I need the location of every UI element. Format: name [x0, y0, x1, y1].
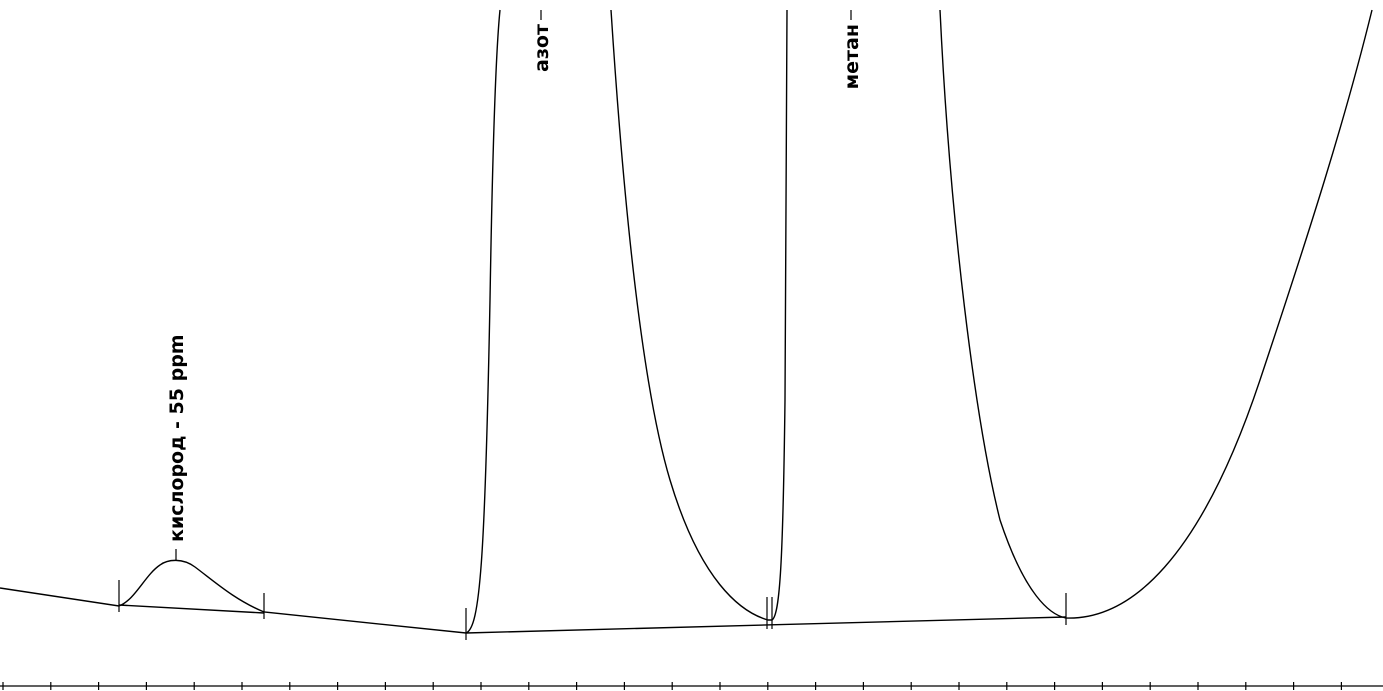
peak-label-oxygen: кислород - 55 ppm — [166, 334, 188, 542]
signal-trace — [0, 9, 501, 634]
baseline-oxygen — [118, 604, 265, 614]
x-axis-ticks — [2, 682, 1343, 690]
signal-trace-methane-tail — [939, 9, 1373, 619]
peak-label-nitrogen: азот — [531, 24, 553, 72]
baseline-segments — [118, 604, 1067, 634]
peak-label-methane: метан — [841, 24, 863, 89]
peak-markers — [118, 580, 1067, 640]
baseline-nitrogen-methane — [465, 616, 1067, 634]
signal-trace-nitrogen-tail — [610, 9, 788, 621]
